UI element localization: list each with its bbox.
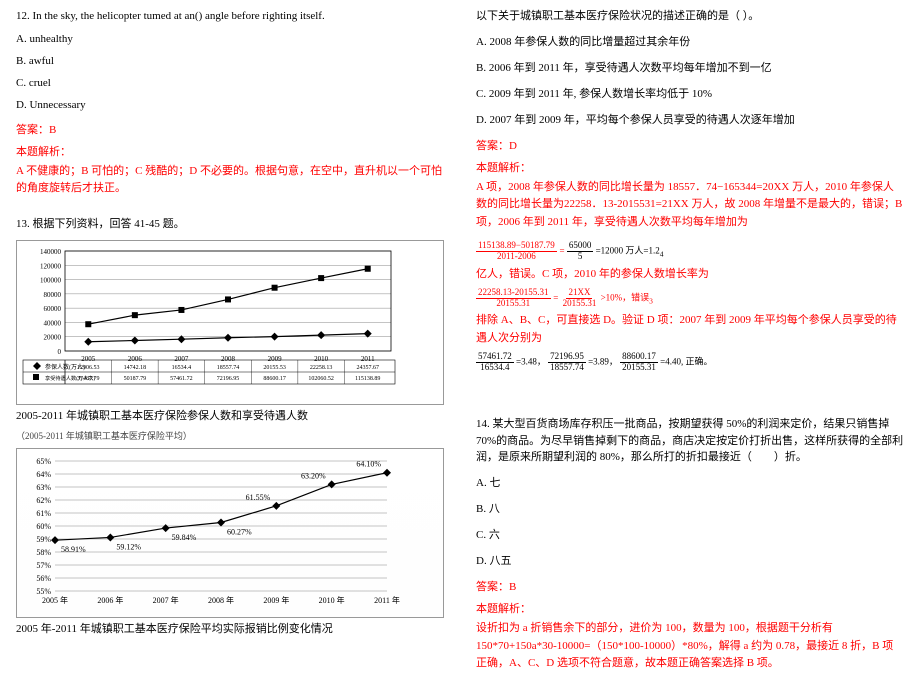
svg-text:37487.79: 37487.79	[77, 376, 100, 382]
svg-text:65%: 65%	[36, 457, 51, 466]
svg-text:64.10%: 64.10%	[356, 460, 381, 469]
chart1-container: 0 20000 40000 60000 80000 100000 120000 140000 2…	[16, 240, 444, 405]
svg-text:16534.4: 16534.4	[172, 365, 192, 371]
right-column: 以下关于城镇职工基本医疗保险状况的描述正确的是（ ）。 A. 2008 年参保人…	[460, 0, 920, 651]
svg-text:22258.13: 22258.13	[310, 365, 333, 371]
svg-text:2008 年: 2008 年	[208, 595, 234, 605]
svg-text:14742.18: 14742.18	[124, 365, 147, 371]
svg-text:59.84%: 59.84%	[172, 533, 197, 542]
q14-stem: 14. 某大型百货商场库存积压一批商品，按期望获得 50%的利润来定价，结果只销…	[476, 416, 904, 466]
svg-text:56%: 56%	[36, 574, 51, 583]
svg-text:2005: 2005	[81, 355, 96, 363]
svg-text:72196.95: 72196.95	[217, 376, 240, 382]
top-answer: 答案：D	[476, 137, 904, 153]
svg-text:102060.52: 102060.52	[308, 376, 334, 382]
frac2-den: 20155.31	[494, 299, 532, 309]
svg-text:115138.89: 115138.89	[355, 376, 380, 382]
chart2-container: 55% 56% 57% 58% 59% 60% 61% 62% 63% 64% 65% 58.91% 5…	[16, 448, 444, 618]
chart2-svg: 55% 56% 57% 58% 59% 60% 61% 62% 63% 64% 65% 58.91% 5…	[21, 453, 401, 613]
frac2: 22258.13-20155.3120155.31 = 21XX20155.31…	[476, 288, 904, 309]
svg-text:61.55%: 61.55%	[246, 493, 271, 502]
svg-text:2010 年: 2010 年	[319, 595, 345, 605]
q14-answer: 答案：B	[476, 578, 904, 594]
svg-text:40000: 40000	[44, 320, 62, 328]
top-opt-a: A. 2008 年参保人数的同比增量超过其余年份	[476, 33, 904, 49]
svg-text:88600.17: 88600.17	[263, 376, 286, 382]
svg-text:80000: 80000	[44, 291, 62, 299]
svg-text:2007 年: 2007 年	[153, 595, 179, 605]
svg-text:140000: 140000	[40, 248, 62, 256]
svg-text:60%: 60%	[36, 522, 51, 531]
svg-text:2007: 2007	[174, 355, 189, 363]
svg-text:2006 年: 2006 年	[97, 595, 123, 605]
svg-text:2011 年: 2011 年	[374, 595, 400, 605]
svg-text:2009 年: 2009 年	[263, 595, 289, 605]
frac2-num: 22258.13-20155.31	[476, 288, 551, 299]
svg-text:63.20%: 63.20%	[301, 472, 326, 481]
q12-opt-b: B. awful	[16, 55, 444, 67]
q13-stem: 13. 根据下列资料，回答 41-45 题。	[16, 216, 444, 233]
svg-text:2008: 2008	[221, 355, 236, 363]
top-opt-c: C. 2009 年到 2011 年, 参保人数增长率均低于 10%	[476, 85, 904, 101]
svg-text:57461.72: 57461.72	[170, 376, 193, 382]
svg-text:64%: 64%	[36, 470, 51, 479]
svg-text:2009: 2009	[268, 355, 283, 363]
chart1-caption: 2005-2011 年城镇职工基本医疗保险参保人数和享受待遇人数	[16, 407, 444, 423]
frac1-den: 2011-2006	[495, 252, 538, 262]
svg-text:59.12%: 59.12%	[116, 543, 141, 552]
q14-explain-title: 本题解析：	[476, 600, 904, 616]
top-explain-title: 本题解析：	[476, 159, 904, 175]
chart2-caption: 2005 年-2011 年城镇职工基本医疗保险平均实际报销比例变化情况	[16, 620, 444, 636]
top-explain-p2: 亿人，错误。C 项，2010 年的参保人数增长率为	[476, 266, 904, 284]
svg-text:2011: 2011	[361, 355, 375, 363]
svg-text:63%: 63%	[36, 483, 51, 492]
svg-text:20000: 20000	[44, 334, 62, 342]
svg-text:24357.67: 24357.67	[356, 365, 379, 371]
left-column: 12. In the sky, the helicopter tumed at …	[0, 0, 460, 651]
triple-fracs: 57461.7216534.4 =3.48， 72196.9518557.74 …	[476, 352, 904, 373]
svg-text:2006: 2006	[128, 355, 143, 363]
chart1-sub: （2005-2011 年城镇职工基本医疗保险平均）	[16, 429, 444, 442]
top-opt-d: D. 2007 年到 2009 年，平均每个参保人员享受的待遇人次逐年增加	[476, 111, 904, 127]
svg-text:58.91%: 58.91%	[61, 545, 86, 554]
q12-opt-d: D. Unnecessary	[16, 99, 444, 111]
svg-text:61%: 61%	[36, 509, 51, 518]
q14-opt-b: B. 八	[476, 500, 904, 516]
q14-explain: 设折扣为 a 折销售余下的部分，进价为 100，数量为 100，根据题干分析有 …	[476, 620, 904, 673]
top-explain-p3: 排除 A、B、C，可直接选 D。验证 D 项：2007 年到 2009 年平均每…	[476, 312, 904, 347]
svg-text:120000: 120000	[40, 262, 62, 270]
q14-opt-d: D. 八五	[476, 552, 904, 568]
chart1-svg: 0 20000 40000 60000 80000 100000 120000 140000 2…	[21, 245, 401, 400]
frac1: 115138.89−50187.792011-2006 = 650005 =12…	[476, 241, 904, 262]
top-explain-p1: A 项，2008 年参保人数的同比增长量为 18557．74−165344=20…	[476, 179, 904, 232]
svg-text:2005 年: 2005 年	[42, 595, 68, 605]
q14-opt-c: C. 六	[476, 526, 904, 542]
top-opt-b: B. 2006 年到 2011 年，享受待遇人次数平均每年增加不到一亿	[476, 59, 904, 75]
q12-explain-title: 本题解析：	[16, 143, 444, 159]
q12-opt-a: A. unhealthy	[16, 33, 444, 45]
svg-text:60.27%: 60.27%	[227, 528, 252, 537]
svg-text:2010: 2010	[314, 355, 329, 363]
q12-answer: 答案：B	[16, 121, 444, 137]
svg-text:50187.79: 50187.79	[124, 376, 147, 382]
q12-opt-c: C. cruel	[16, 77, 444, 89]
q12-stem: 12. In the sky, the helicopter tumed at …	[16, 8, 444, 25]
svg-text:20155.53: 20155.53	[263, 365, 286, 371]
svg-text:62%: 62%	[36, 496, 51, 505]
svg-text:55%: 55%	[36, 587, 51, 596]
svg-text:100000: 100000	[40, 277, 62, 285]
frac1-rhs: = 650005 =12000 万人=1.24	[560, 241, 664, 262]
top-stem: 以下关于城镇职工基本医疗保险状况的描述正确的是（ ）。	[476, 8, 904, 25]
svg-text:0: 0	[58, 348, 62, 356]
svg-text:57%: 57%	[36, 561, 51, 570]
q12-explain: A 不健康的；B 可怕的；C 残酷的；D 不必要的。根据句意，在空中，直升机以一…	[16, 163, 444, 198]
q14-opt-a: A. 七	[476, 474, 904, 490]
svg-text:18557.74: 18557.74	[217, 365, 240, 371]
svg-text:59%: 59%	[36, 535, 51, 544]
svg-text:60000: 60000	[44, 305, 62, 313]
svg-text:58%: 58%	[36, 548, 51, 557]
svg-text:12906.53: 12906.53	[77, 365, 100, 371]
